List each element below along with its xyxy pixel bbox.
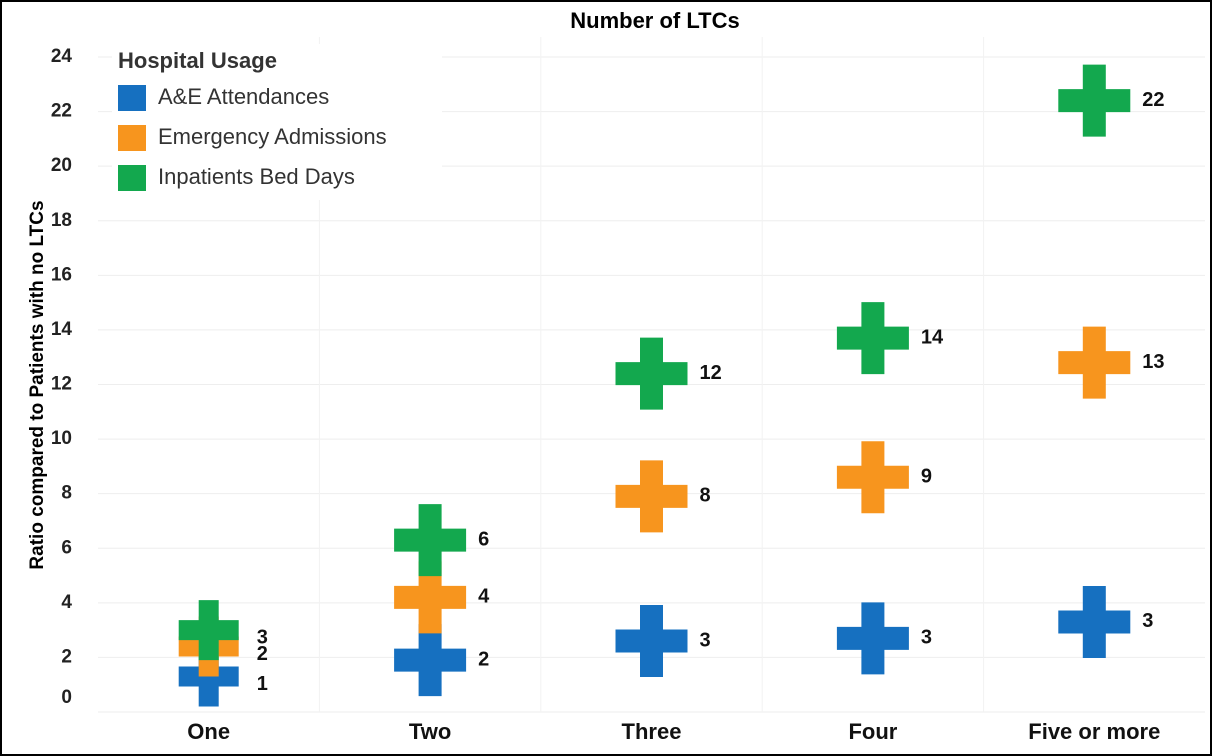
cross-marker (1058, 64, 1131, 137)
value-label: 2 (478, 648, 489, 670)
cross-marker (836, 602, 909, 675)
value-label: 1 (257, 673, 268, 695)
legend-swatch (118, 85, 146, 111)
y-tick-label: 12 (51, 374, 72, 395)
value-label: 2 (257, 643, 268, 665)
value-label: 12 (700, 362, 722, 384)
cross-marker (394, 624, 467, 697)
legend-label: Emergency Admissions (158, 124, 387, 149)
cross-marker (615, 605, 688, 678)
cross-marker (836, 302, 909, 375)
y-tick-label: 22 (51, 101, 72, 122)
cross-marker (615, 460, 688, 533)
legend-background (112, 44, 442, 200)
value-label: 9 (921, 466, 932, 488)
value-label: 22 (1142, 89, 1164, 111)
value-label: 13 (1142, 351, 1164, 373)
x-tick-label: Three (622, 719, 682, 744)
y-tick-label: 14 (51, 319, 73, 340)
value-label: 14 (921, 326, 944, 348)
y-tick-label: 10 (51, 428, 72, 449)
legend-swatch (118, 125, 146, 151)
cross-marker (178, 600, 239, 661)
value-label: 3 (700, 629, 711, 651)
value-label: 3 (257, 626, 268, 648)
legend-title: Hospital Usage (118, 48, 277, 73)
cross-marker (1058, 326, 1131, 399)
legend-label: A&E Attendances (158, 84, 329, 109)
cross-marker (178, 646, 239, 707)
cross-marker (394, 504, 467, 577)
value-label: 8 (700, 485, 711, 507)
cross-marker (615, 337, 688, 410)
y-tick-label: 18 (51, 210, 72, 231)
value-label: 6 (478, 528, 489, 550)
y-tick-label: 20 (51, 155, 72, 176)
y-tick-label: 0 (61, 687, 72, 708)
x-tick-label: Two (409, 719, 451, 744)
value-label: 4 (478, 586, 490, 608)
cross-marker (394, 561, 467, 634)
x-tick-label: Five or more (1028, 719, 1160, 744)
cross-marker (1058, 585, 1131, 658)
y-tick-label: 16 (51, 264, 72, 285)
y-tick-label: 4 (61, 592, 72, 613)
y-tick-label: 6 (61, 537, 72, 558)
x-tick-label: One (187, 719, 230, 744)
legend-swatch (118, 165, 146, 191)
value-label: 3 (1142, 610, 1153, 632)
y-tick-label: 24 (51, 46, 73, 67)
value-label: 3 (921, 627, 932, 649)
y-axis-label: Ratio compared to Patients with no LTCs (27, 200, 48, 569)
y-tick-label: 8 (61, 483, 72, 504)
legend-label: Inpatients Bed Days (158, 164, 355, 189)
chart-title: Number of LTCs (570, 8, 739, 33)
cross-marker (836, 441, 909, 514)
x-tick-label: Four (848, 719, 897, 744)
y-tick-label: 2 (61, 646, 72, 667)
